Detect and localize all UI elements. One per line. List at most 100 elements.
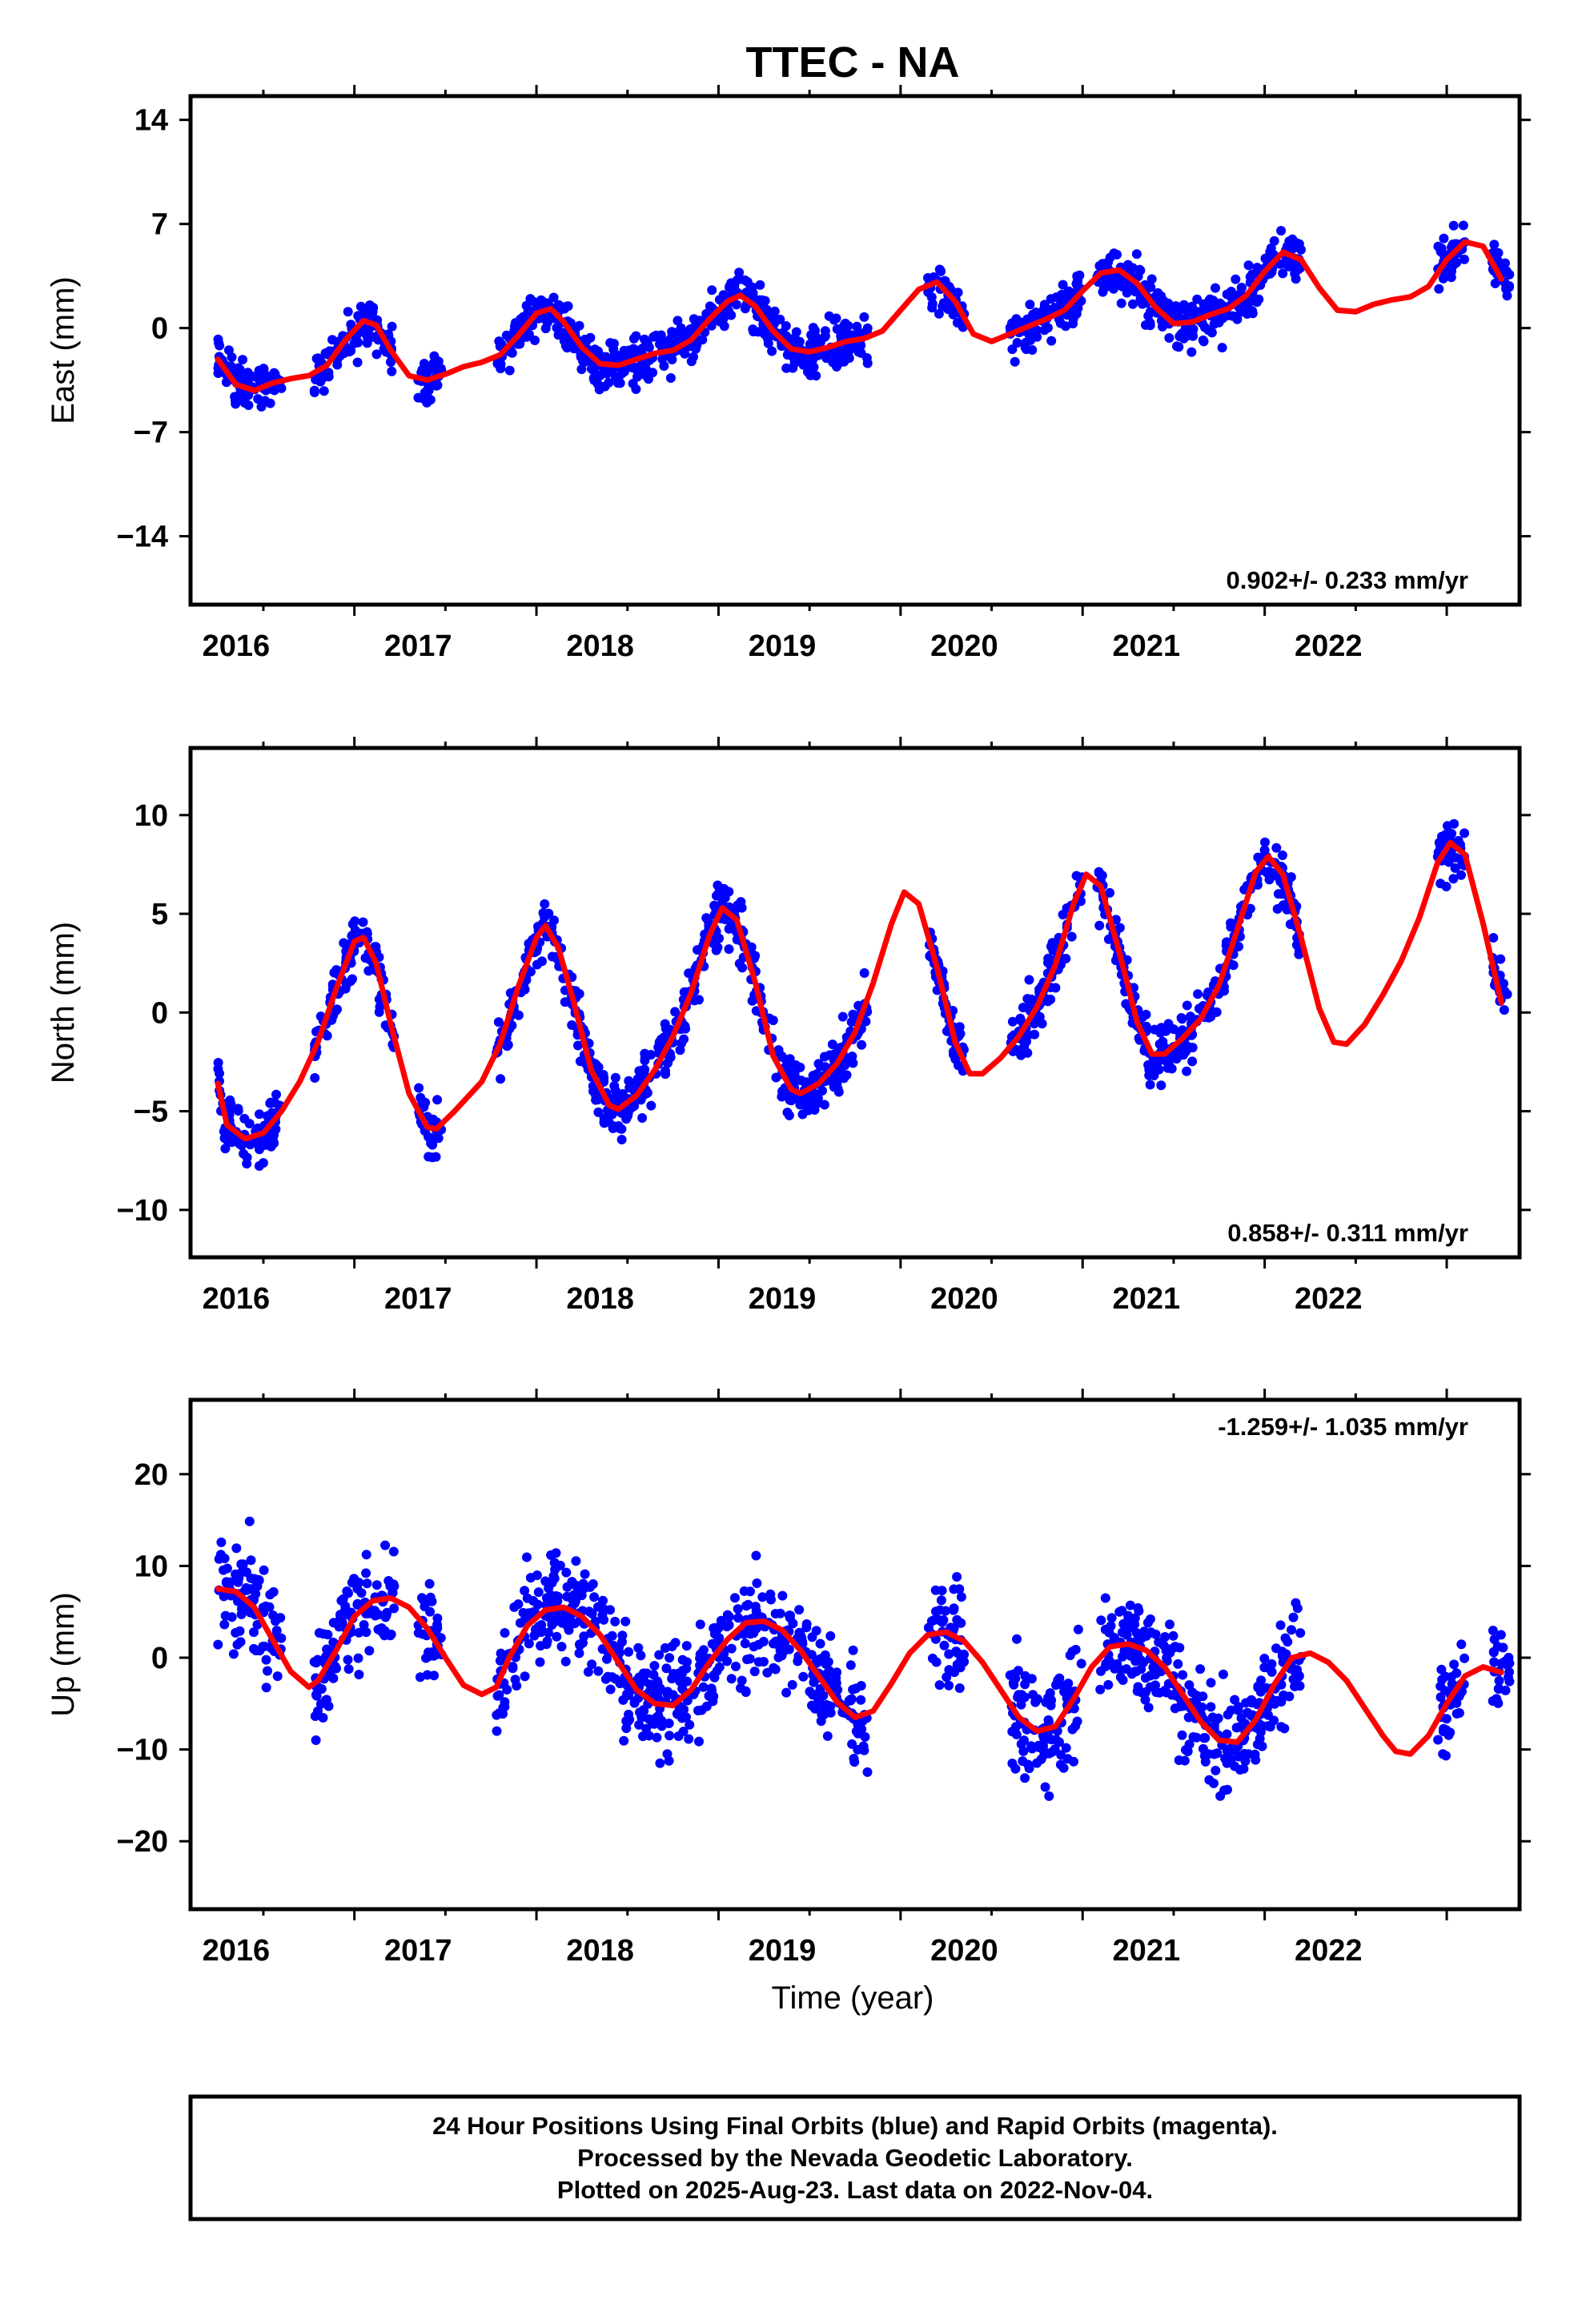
data-point: [525, 1573, 536, 1583]
data-point: [1187, 1056, 1198, 1067]
data-point: [824, 311, 834, 321]
data-point: [769, 306, 780, 316]
data-point: [420, 1602, 430, 1612]
data-point: [1215, 298, 1225, 308]
data-point: [569, 1598, 580, 1609]
data-point: [856, 1681, 866, 1691]
data-point: [1069, 1756, 1078, 1767]
data-point: [605, 1605, 615, 1615]
data-point: [233, 1104, 243, 1114]
data-point: [1134, 264, 1145, 275]
data-point: [1275, 1620, 1286, 1630]
data-point: [1172, 341, 1182, 352]
data-point: [1500, 1685, 1511, 1695]
data-point: [684, 1734, 694, 1744]
data-point: [720, 893, 730, 903]
data-point: [716, 1615, 726, 1626]
data-point: [709, 939, 718, 948]
data-point: [1177, 1014, 1187, 1024]
data-point: [1191, 307, 1202, 317]
data-point: [659, 361, 669, 371]
data-point: [610, 1616, 620, 1626]
data-point: [1016, 1699, 1026, 1710]
data-point: [819, 1100, 829, 1110]
data-point: [586, 364, 596, 374]
x-tick-label: 2018: [566, 1282, 634, 1316]
data-point: [261, 1683, 271, 1693]
data-point: [695, 1619, 705, 1630]
data-point: [1499, 979, 1508, 989]
data-point: [220, 1144, 231, 1154]
data-point: [544, 1627, 553, 1638]
data-point: [524, 306, 534, 316]
data-point: [743, 1599, 753, 1610]
model-curve-east: [215, 239, 1504, 394]
y-tick-label: 0: [151, 996, 168, 1030]
data-point: [1135, 1655, 1146, 1665]
data-point: [1286, 872, 1296, 883]
data-point: [636, 1712, 647, 1723]
data-point: [1278, 268, 1288, 279]
panel-east: 14 7 0 −7 −14 2016 2017 2018 2019 2020 2021 2022 Eas…: [46, 85, 1531, 663]
data-point: [213, 1063, 223, 1074]
data-point: [1131, 1628, 1142, 1638]
data-point: [785, 1610, 795, 1621]
data-point: [1136, 1687, 1146, 1698]
y-tick-label: 5: [151, 898, 168, 931]
data-point: [1186, 347, 1197, 357]
data-point: [793, 1656, 803, 1667]
data-point: [1489, 239, 1500, 250]
data-point: [1211, 1765, 1221, 1775]
data-point: [762, 1667, 773, 1678]
data-point: [597, 1610, 608, 1621]
data-point: [231, 396, 240, 406]
data-point: [1061, 321, 1071, 332]
data-point: [825, 1630, 836, 1641]
data-point: [813, 1059, 824, 1069]
data-point: [231, 1543, 242, 1554]
data-point: [682, 1676, 693, 1687]
data-point: [951, 1647, 962, 1657]
data-point: [665, 1731, 675, 1741]
data-point: [780, 1638, 789, 1648]
data-point: [1150, 1629, 1161, 1639]
data-point: [1039, 300, 1050, 310]
data-point: [1046, 941, 1056, 951]
data-point: [1288, 1612, 1299, 1622]
data-point: [1277, 1651, 1287, 1661]
data-point: [793, 352, 804, 363]
data-point: [742, 1655, 753, 1665]
data-point: [673, 1668, 684, 1679]
data-point: [1456, 870, 1466, 880]
data-point: [339, 938, 349, 948]
data-point: [665, 373, 676, 383]
data-point: [1046, 1700, 1056, 1711]
data-point: [569, 344, 579, 354]
data-point: [214, 338, 224, 348]
y-tick-label: 10: [135, 799, 168, 833]
data-point: [337, 1617, 347, 1627]
data-point: [1440, 1671, 1451, 1682]
data-point: [1144, 1070, 1154, 1080]
data-point: [602, 1654, 612, 1664]
data-point: [1128, 299, 1138, 309]
data-point: [569, 1618, 580, 1629]
data-point: [655, 1758, 665, 1768]
data-point: [664, 1719, 674, 1728]
data-point: [770, 1609, 781, 1618]
data-point: [1488, 933, 1499, 943]
data-point: [259, 1641, 270, 1651]
data-point: [254, 1161, 264, 1171]
data-point: [944, 1680, 954, 1691]
data-point: [1243, 298, 1254, 308]
data-point: [936, 1595, 946, 1606]
data-point: [685, 1719, 695, 1730]
data-point: [1259, 845, 1270, 855]
data-point: [731, 300, 741, 310]
data-point: [340, 983, 351, 994]
data-point: [1061, 954, 1071, 963]
data-point: [1235, 1764, 1245, 1775]
data-point: [367, 332, 378, 342]
data-point: [1058, 279, 1068, 290]
data-point: [387, 321, 397, 332]
